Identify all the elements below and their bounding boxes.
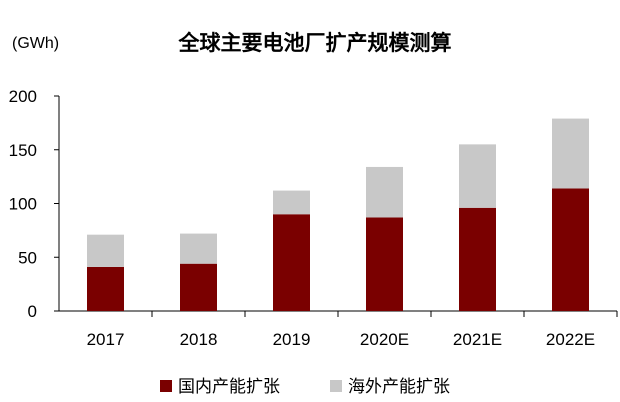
x-tick-label: 2017 — [87, 330, 125, 349]
legend-label-overseas: 海外产能扩张 — [348, 377, 450, 397]
y-tick-label: 200 — [9, 87, 37, 106]
x-tick-label: 2018 — [180, 330, 218, 349]
bar-domestic-2019 — [273, 214, 310, 311]
bar-overseas-2017 — [87, 234, 124, 267]
chart-title: 全球主要电池厂扩产规模测算 — [178, 30, 452, 55]
bar-overseas-2022E — [552, 118, 589, 189]
bar-overseas-2018 — [180, 233, 217, 264]
legend-swatch-overseas — [330, 380, 342, 392]
y-tick-label: 50 — [18, 248, 37, 267]
y-tick-label: 150 — [9, 141, 37, 160]
x-tick-label: 2021E — [453, 330, 502, 349]
bar-domestic-2021E — [459, 207, 496, 311]
y-tick-label: 100 — [9, 195, 37, 214]
bar-domestic-2022E — [552, 188, 589, 311]
bar-domestic-2017 — [87, 266, 124, 311]
bar-group — [87, 118, 589, 311]
bar-domestic-2018 — [180, 263, 217, 311]
x-axis-labels: 2017 2018 2019 2020E 2021E 2022E — [87, 311, 618, 349]
legend-label-domestic: 国内产能扩张 — [178, 377, 280, 397]
legend-swatch-domestic — [160, 380, 172, 392]
bar-overseas-2021E — [459, 144, 496, 208]
y-axis-ticks: 0 50 100 150 200 — [9, 87, 59, 321]
bar-domestic-2020E — [366, 217, 403, 311]
x-tick-label: 2020E — [360, 330, 409, 349]
x-tick-label: 2022E — [546, 330, 595, 349]
legend: 国内产能扩张 海外产能扩张 — [160, 377, 450, 397]
y-axis-unit-label: (GWh) — [12, 35, 59, 52]
bar-overseas-2020E — [366, 166, 403, 218]
bar-overseas-2019 — [273, 190, 310, 215]
y-tick-label: 0 — [28, 302, 37, 321]
x-tick-label: 2019 — [273, 330, 311, 349]
